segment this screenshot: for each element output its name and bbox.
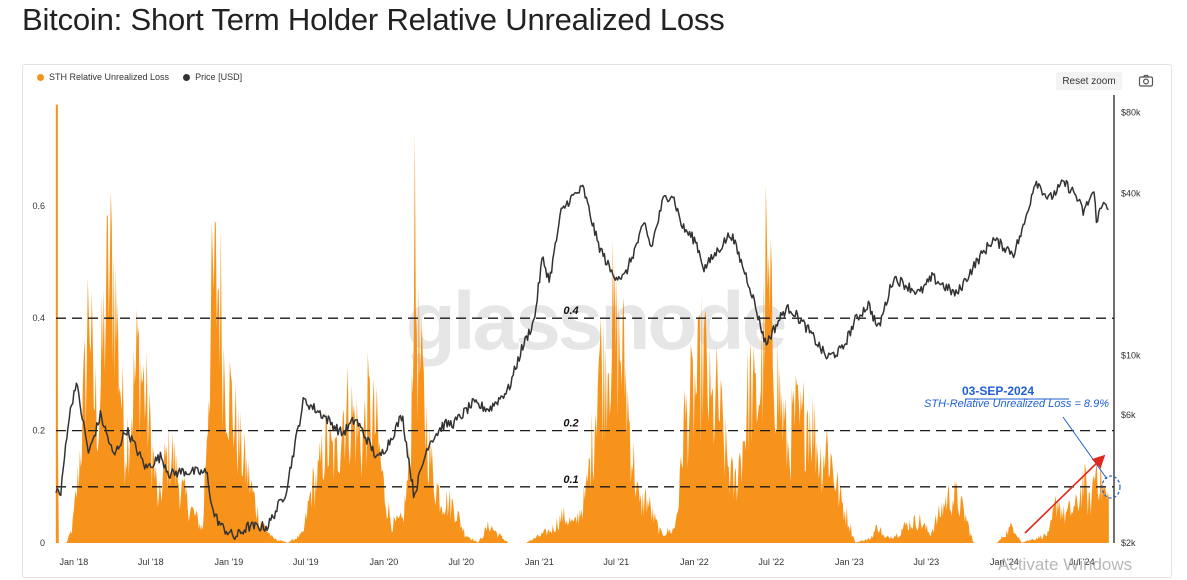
x-tick-label: Jan '24 xyxy=(990,557,1019,567)
x-tick-label: Jul '21 xyxy=(603,557,629,567)
axes-layer: 0 0.2 0.4 0.6 $2k $6k $10k $40k $80k Jan '18 Jul '… xyxy=(32,95,1141,567)
x-tick-label: Jan '22 xyxy=(680,557,709,567)
annotation-date: 03-SEP-2024 xyxy=(962,384,1034,398)
x-tick-label: Jan '23 xyxy=(835,557,864,567)
y-right-tick-label: $40k xyxy=(1121,189,1141,199)
y-left-tick-label: 0 xyxy=(40,538,45,548)
legend-label: STH Relative Unrealized Loss xyxy=(49,72,170,82)
reference-line-label: 0.2 xyxy=(563,418,578,430)
price-line-layer xyxy=(55,179,1109,541)
y-right-tick-label: $2k xyxy=(1121,538,1136,548)
price-line xyxy=(55,179,1109,541)
chart-card: glassnode 0.4 0.2 0.1 0 0.2 0.4 0.6 $2k $6k $10k… xyxy=(22,64,1172,578)
page-title: Bitcoin: Short Term Holder Relative Unre… xyxy=(22,2,725,37)
y-right-tick-label: $10k xyxy=(1121,350,1141,360)
legend-item-price[interactable]: Price [USD] xyxy=(183,72,242,82)
x-tick-label: Jul '22 xyxy=(758,557,784,567)
x-tick-label: Jan '19 xyxy=(214,557,243,567)
y-right-tick-label: $6k xyxy=(1121,410,1136,420)
sth-loss-area xyxy=(56,130,1109,543)
annotation-highlight-circle xyxy=(1101,475,1121,499)
x-tick-label: Jul '19 xyxy=(293,557,319,567)
x-tick-label: Jul '20 xyxy=(448,557,474,567)
reset-zoom-button[interactable]: Reset zoom xyxy=(1056,72,1122,90)
legend-dot-icon xyxy=(37,73,44,81)
trend-arrow xyxy=(1024,454,1106,534)
x-tick-label: Jul '24 xyxy=(1069,557,1095,567)
watermark-text: glassnode xyxy=(406,276,785,367)
legend: STH Relative Unrealized Loss Price [USD] xyxy=(37,72,242,82)
x-tick-label: Jul '23 xyxy=(913,557,939,567)
y-right-tick-label: $80k xyxy=(1121,108,1141,118)
x-tick-label: Jul '18 xyxy=(138,557,164,567)
reference-line-label: 0.4 xyxy=(563,305,578,317)
x-tick-label: Jan '18 xyxy=(59,557,88,567)
annotation-pointer-line xyxy=(1062,416,1108,480)
os-overlay-text: Activate Windows xyxy=(998,555,1132,574)
annotation-value: STH-Relative Unrealized Loss = 8.9% xyxy=(924,398,1109,410)
loss-area-layer xyxy=(55,104,1109,543)
y-left-tick-label: 0.2 xyxy=(32,426,45,436)
x-tick-label: Jan '21 xyxy=(525,557,554,567)
legend-label: Price [USD] xyxy=(195,72,243,82)
reference-line-label: 0.1 xyxy=(563,474,578,486)
y-left-tick-label: 0.6 xyxy=(32,201,45,211)
legend-dot-icon xyxy=(183,73,191,81)
legend-item-loss[interactable]: STH Relative Unrealized Loss xyxy=(37,72,169,82)
camera-icon[interactable] xyxy=(1138,73,1154,89)
reference-lines-layer: 0.4 0.2 0.1 xyxy=(56,305,1114,488)
chart: glassnode 0.4 0.2 0.1 0 0.2 0.4 0.6 $2k $6k $10k… xyxy=(32,95,1141,574)
x-tick-label: Jan '20 xyxy=(370,557,399,567)
y-left-tick-label: 0.4 xyxy=(32,313,45,323)
